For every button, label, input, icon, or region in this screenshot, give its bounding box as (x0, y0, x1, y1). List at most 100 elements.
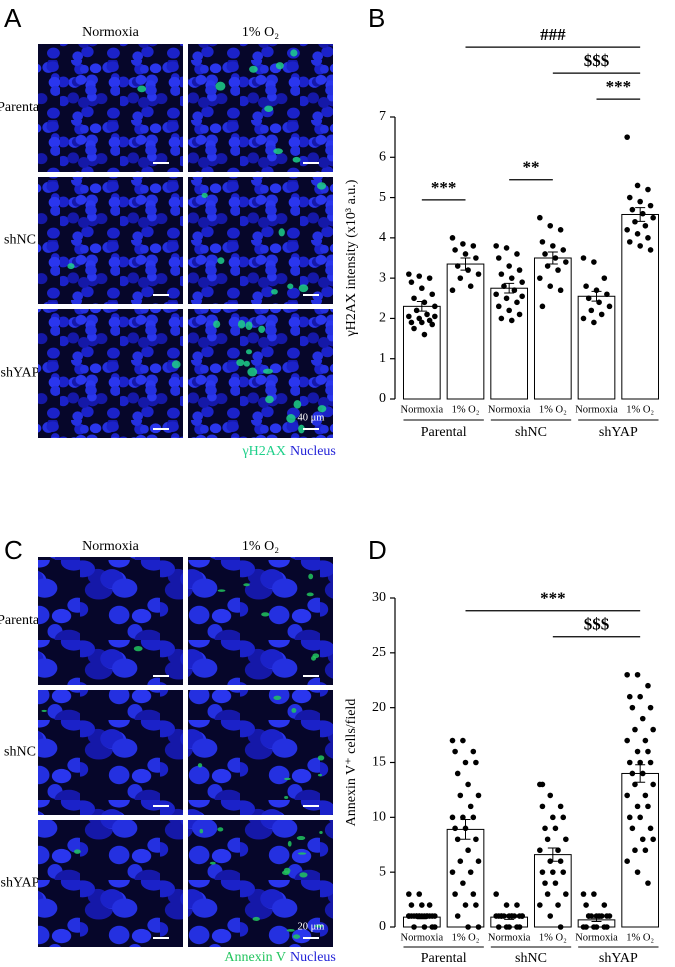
stain-spot (292, 156, 301, 163)
y-tick-label: 30 (372, 590, 386, 605)
data-point (475, 858, 482, 864)
data-point (637, 759, 643, 766)
data-point (645, 880, 651, 886)
data-point (645, 235, 651, 241)
stain-spot (314, 924, 324, 928)
stain-spot (284, 777, 291, 781)
stain-spot (247, 367, 258, 377)
data-point (460, 737, 466, 744)
significance-label: *** (540, 589, 566, 608)
data-point (537, 275, 543, 281)
micrograph (188, 177, 333, 304)
y-tick-label: 20 (372, 700, 386, 715)
x-tick-label: Normoxia (575, 932, 618, 943)
data-point (473, 836, 479, 843)
data-point (537, 847, 543, 854)
stain-spot (245, 349, 252, 355)
y-tick-label: 15 (372, 755, 386, 770)
data-point (563, 836, 569, 843)
data-point (406, 913, 412, 919)
stain-spot (252, 916, 260, 921)
data-point (557, 227, 564, 233)
data-point (604, 924, 610, 930)
data-point (516, 924, 523, 930)
data-point (508, 275, 515, 281)
legend-stain: γH2AX (241, 444, 286, 459)
y-tick-label: 4 (379, 230, 386, 245)
data-point (637, 198, 643, 205)
data-point (539, 869, 546, 875)
data-point (470, 243, 477, 249)
data-point (642, 847, 649, 854)
y-tick-label: 3 (379, 270, 386, 285)
data-point (550, 814, 556, 821)
data-point (495, 255, 502, 261)
data-point (470, 891, 477, 897)
bar (533, 257, 572, 400)
stain-spot (217, 827, 224, 832)
data-point (550, 243, 556, 249)
bar (533, 854, 572, 928)
data-point (606, 913, 613, 919)
data-point (557, 924, 564, 930)
y-axis-label: Annexin V⁺ cells/field (344, 699, 359, 827)
data-point (588, 307, 595, 314)
data-point (547, 858, 554, 864)
significance-label: $$$ (584, 615, 610, 634)
data-point (639, 770, 646, 777)
micrograph (188, 820, 333, 947)
data-point (432, 924, 438, 930)
data-point (516, 311, 523, 318)
data-point (555, 267, 561, 273)
data-point (632, 781, 638, 788)
stain-spot (293, 400, 302, 409)
stain-spot (317, 755, 325, 761)
data-point (408, 279, 415, 285)
data-point (452, 748, 458, 755)
data-point (626, 194, 633, 201)
data-point (580, 891, 587, 897)
data-point (544, 263, 551, 269)
data-point (424, 311, 430, 318)
data-point (639, 715, 646, 722)
data-point (629, 206, 636, 213)
data-point (413, 307, 420, 314)
stain-spot (273, 148, 283, 155)
x-tick-label: Normoxia (401, 932, 444, 943)
micrograph (38, 44, 183, 172)
significance-label: ** (523, 158, 540, 177)
data-point (560, 869, 567, 875)
data-point (449, 814, 456, 821)
data-point (457, 858, 464, 864)
stain-spot (209, 861, 216, 865)
y-axis-label: γH2AX intensity (x10³ a.u.) (344, 179, 359, 337)
stain-spot (197, 763, 203, 768)
data-point (421, 299, 428, 306)
data-point (424, 913, 430, 919)
data-point (462, 251, 469, 257)
micrograph (188, 690, 333, 815)
y-tick-label: 0 (379, 919, 386, 934)
stain-spot (133, 646, 143, 652)
data-point (460, 814, 466, 821)
y-tick-label: 2 (379, 311, 386, 326)
data-point (542, 251, 548, 257)
stain-spot (265, 395, 274, 404)
data-point (498, 913, 505, 919)
data-point (624, 858, 630, 864)
group-label: shYAP (599, 951, 638, 966)
data-point (467, 803, 474, 810)
data-point (642, 737, 649, 744)
data-point (473, 255, 479, 261)
group-label: shNC (515, 425, 547, 440)
data-point (508, 317, 515, 324)
data-point (421, 924, 428, 930)
data-point (552, 825, 559, 832)
stain-spot (217, 589, 226, 592)
data-point (452, 891, 458, 897)
x-tick-label: Normoxia (488, 932, 531, 943)
data-point (519, 913, 525, 919)
data-point (539, 239, 546, 245)
data-point (647, 202, 654, 209)
data-point (411, 924, 417, 930)
